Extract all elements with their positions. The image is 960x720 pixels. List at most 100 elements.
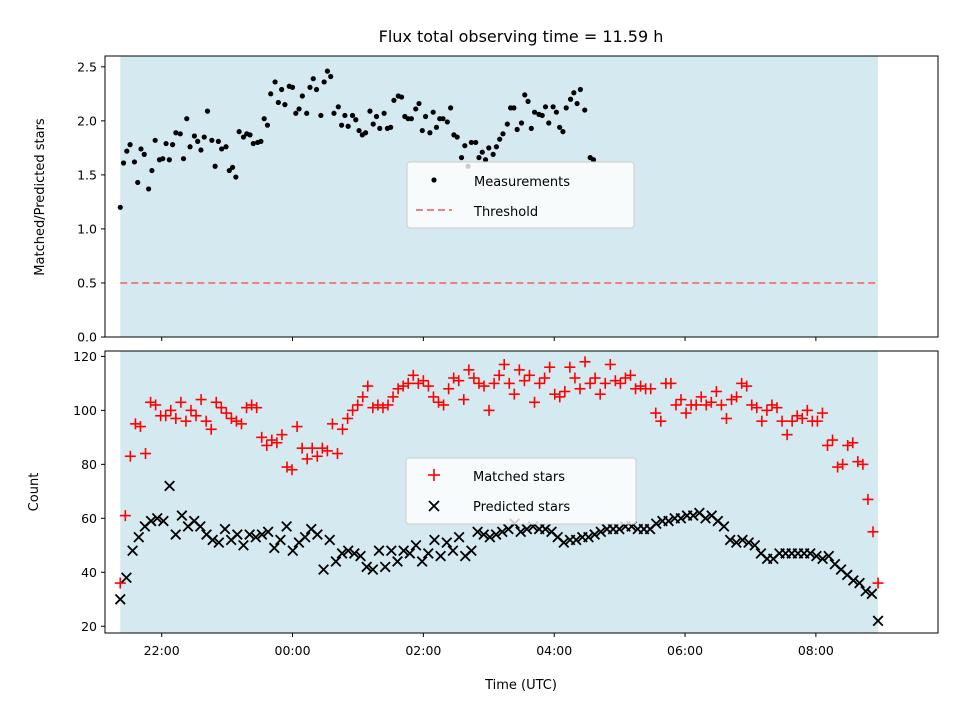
matched-star-point: [791, 410, 803, 422]
measurement-point: [184, 116, 190, 122]
matched-star-point: [579, 356, 591, 368]
predicted-star-point: [453, 531, 465, 543]
measurement-point: [324, 68, 331, 74]
matched-star-point: [498, 358, 510, 370]
matched-stars-legend-marker: [428, 469, 440, 481]
matched-star-point: [347, 404, 359, 416]
matched-star-point: [165, 404, 177, 416]
predicted-star-point: [336, 547, 348, 559]
matched-star-point: [124, 450, 136, 462]
matched-star-point: [786, 415, 798, 427]
measurement-point: [338, 122, 345, 128]
matched-star-point: [331, 448, 343, 460]
measurement-point: [180, 156, 187, 162]
bottom-y-tick-label: 80: [81, 457, 97, 472]
measurement-point: [567, 96, 574, 102]
measurement-point: [522, 92, 528, 98]
predicted-star-point: [737, 534, 748, 546]
predicted-star-point: [151, 512, 163, 524]
matched-star-point: [473, 377, 485, 389]
measurement-point: [367, 108, 373, 114]
measurements-legend-marker: [431, 177, 437, 183]
matched-star-point: [715, 399, 727, 411]
matched-star-point: [236, 418, 248, 430]
matched-star-point: [256, 431, 268, 443]
matched-star-point: [584, 377, 596, 389]
predicted-star-point: [145, 515, 157, 527]
predicted-star-point: [724, 534, 736, 546]
measurement-point: [331, 110, 337, 116]
matched-star-point: [140, 448, 152, 460]
measurement-point: [440, 116, 446, 122]
measurement-point: [169, 142, 176, 148]
predicted-star-point: [157, 515, 169, 527]
matched-star-point: [458, 394, 470, 406]
measurement-point: [560, 129, 566, 135]
predicted-star-point: [484, 531, 496, 543]
bottom-x-tick-label: 04:00: [536, 643, 572, 658]
top-panel: 0.0 0.5 1.0 1.5 2.0 2.5 Flux total observing …: [33, 27, 939, 345]
predicted-star-point: [355, 550, 366, 562]
matched-star-point: [614, 377, 626, 389]
predicted-star-point: [447, 545, 459, 557]
predicted-star-point: [810, 550, 822, 562]
measurement-point: [444, 119, 450, 125]
measurement-point: [146, 186, 152, 192]
matched-star-point: [695, 391, 707, 403]
matched-star-point: [862, 493, 874, 505]
measurement-point: [160, 156, 166, 162]
predicted-star-point: [422, 547, 434, 559]
predicted-star-point: [398, 545, 410, 557]
bottom-y-tick-label: 60: [81, 511, 97, 526]
measurement-point: [138, 146, 144, 152]
matched-star-point: [619, 372, 631, 384]
measurement-point: [398, 94, 405, 100]
matched-star-point: [377, 402, 389, 414]
matched-star-point: [246, 399, 258, 411]
predicted-star-point: [250, 531, 262, 543]
measurement-point: [135, 179, 141, 186]
bottom-axes-frame: [104, 350, 939, 634]
measurement-point: [236, 129, 242, 135]
matched-star-point: [433, 396, 445, 408]
measurement-point: [419, 127, 425, 134]
matched-star-point: [508, 388, 520, 400]
measurement-point: [539, 112, 545, 119]
measurement-point: [493, 144, 500, 150]
predicted-star-point: [650, 518, 662, 530]
measurement-point: [177, 131, 183, 137]
bottom-y-tick-label: 120: [73, 349, 97, 364]
measurement-point: [310, 76, 316, 82]
predicted-star-point: [311, 529, 323, 540]
measurement-point: [272, 79, 278, 85]
bottom-x-tick-label: 08:00: [798, 643, 834, 658]
matched-star-point: [119, 510, 131, 522]
measurement-point: [247, 132, 253, 138]
measurement-point: [500, 131, 506, 137]
matched-star-point: [604, 358, 616, 370]
matched-star-point: [796, 412, 808, 424]
matched-star-point: [448, 372, 460, 384]
predicted-star-point: [231, 529, 243, 540]
matched-star-point: [397, 380, 409, 392]
measurement-point: [264, 122, 271, 128]
top-legend: Measurements Threshold: [406, 161, 635, 229]
predicted-star-point: [583, 531, 594, 543]
matched-star-point: [352, 399, 364, 411]
predicted-star-point: [207, 534, 219, 546]
matched-star-point: [175, 396, 187, 408]
measurement-point: [373, 113, 380, 120]
bottom-x-tick-label: 02:00: [405, 643, 441, 658]
matched-star-point: [518, 375, 530, 387]
predicted-star-point: [127, 545, 139, 557]
measurement-point: [356, 127, 362, 134]
matched-star-point: [635, 380, 647, 392]
matched-star-point: [609, 375, 621, 387]
measurement-point: [416, 100, 422, 107]
measurement-point: [486, 145, 492, 151]
matched-star-point: [523, 369, 535, 381]
matched-star-point: [811, 415, 823, 427]
predicted-star-point: [663, 515, 675, 527]
predicted-star-point: [361, 561, 373, 573]
